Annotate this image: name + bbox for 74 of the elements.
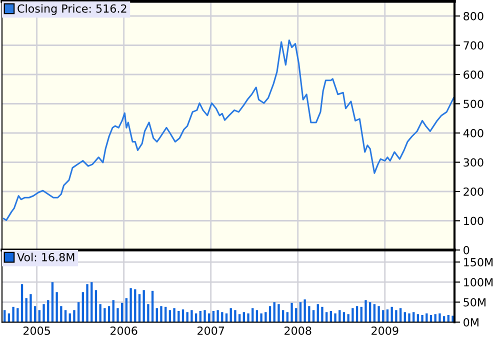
bar <box>142 290 145 322</box>
bar <box>138 294 141 322</box>
bar <box>99 304 102 322</box>
bar <box>216 310 219 322</box>
x-tick-label: 2009 <box>372 326 398 335</box>
y-tick-label: 100M <box>464 278 493 286</box>
bar <box>204 310 206 322</box>
bar <box>334 313 336 322</box>
bar <box>421 314 424 322</box>
bar <box>308 306 310 322</box>
bar <box>260 313 262 322</box>
bar <box>47 300 50 322</box>
x-tick-label: 2007 <box>198 326 224 335</box>
y-tick-label: 400 <box>463 128 484 138</box>
bar <box>273 302 276 322</box>
x-tick-label: 2005 <box>23 326 50 335</box>
bar <box>51 282 54 322</box>
line-series <box>2 40 454 221</box>
bar <box>278 304 280 322</box>
bar <box>73 310 76 322</box>
bar <box>42 304 45 322</box>
y-tick-label: 700 <box>464 41 484 50</box>
bar <box>190 310 193 322</box>
bar <box>25 298 28 322</box>
bar <box>30 294 32 322</box>
bar <box>352 308 354 322</box>
legend-label: Closing Price: 516.2 <box>18 4 126 15</box>
y-tick-label: 50M <box>464 298 486 306</box>
bar <box>364 300 367 322</box>
bar <box>104 308 106 322</box>
bar <box>395 310 398 322</box>
y-tick-label: 0M <box>464 318 478 327</box>
x-tick-label: 2006 <box>110 326 138 335</box>
bar <box>60 306 62 322</box>
bar <box>369 302 372 322</box>
y-tick-label: 800 <box>464 12 484 20</box>
bar <box>234 310 236 322</box>
bar <box>20 284 24 322</box>
y-tick-label: 500 <box>464 100 484 108</box>
y-tick-label: 0 <box>464 246 470 254</box>
y-tick-label: 200 <box>464 187 484 196</box>
bar <box>321 306 324 322</box>
bar <box>56 292 58 322</box>
y-tick-label: 100 <box>464 216 484 226</box>
bar <box>147 304 150 322</box>
bar <box>247 313 250 322</box>
bar <box>116 308 119 322</box>
bar <box>134 289 136 322</box>
bar <box>264 312 267 322</box>
bar <box>290 302 293 322</box>
bar <box>86 284 88 322</box>
bar <box>82 292 84 322</box>
bar <box>16 308 19 322</box>
bar <box>112 300 114 322</box>
bar <box>94 290 98 322</box>
bar <box>12 306 14 322</box>
bar <box>125 298 128 322</box>
x-tick-label: 2008 <box>284 326 312 335</box>
bar <box>299 302 302 322</box>
bar <box>77 302 80 322</box>
bar <box>304 299 306 322</box>
y-tick-label: 600 <box>464 70 484 79</box>
bar <box>378 306 380 322</box>
bar <box>173 308 176 322</box>
legend-label: Vol: 16.8M <box>17 252 74 262</box>
y-tick-label: 300 <box>464 158 484 167</box>
bar <box>438 313 441 322</box>
bar <box>90 282 93 322</box>
bar <box>408 313 410 322</box>
bar <box>151 290 154 322</box>
bar <box>130 288 132 322</box>
y-tick-label: 150M <box>464 258 493 266</box>
bar <box>160 306 162 322</box>
bar <box>347 314 350 322</box>
